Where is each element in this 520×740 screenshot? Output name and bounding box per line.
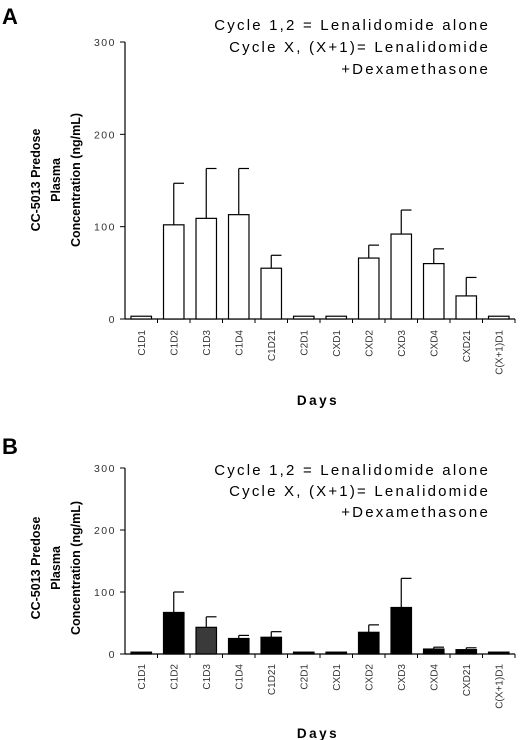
panel-b-plot-area: 0 100 200 300 C1D1 C1D2 C1D3 C1D4 C1D21 C2D1 CXD1 C… [94,463,516,709]
panel-b-y-tick-label: 0 [109,649,116,661]
panel-b-ylabel-line-1: CC-5013 Predose [29,517,43,620]
panel-b-letter: B [2,434,18,459]
panel-a-bar-c1d3 [195,217,218,320]
panel-a-category-label: CXD3 [397,330,408,357]
panel-a-bar-cx1d1 [487,315,510,320]
panel-b-y-tick-label: 100 [94,587,116,599]
panel-b-ylabel-line-2: Plasma [49,545,63,590]
panel-a-y-tick-label: 300 [94,37,116,49]
panel-a-annotation-line-2: Cycle X, (X+1)= Lenalidomide [229,39,490,56]
panel-b-annotation-line-1: Cycle 1,2 = Lenalidomide alone [214,462,490,479]
panel-b-category-label: CXD1 [332,664,343,691]
panel-b-y-tick-label: 200 [94,525,116,537]
panel-a-category-label: C1D3 [202,330,213,356]
panel-a-bar-cxd21 [455,295,478,320]
panel-a-bar-c1d21 [260,267,283,320]
panel-b-y-tick-label: 300 [94,463,116,475]
panel-b-bar-c1d4 [227,637,250,655]
panel-b-category-label: C(X+1)D1 [494,664,505,709]
panel-a-category-label: C2D1 [299,330,310,356]
panel-b-category-label: CXD21 [462,664,473,697]
panel-a-xlabel: Days [297,393,339,408]
panel-b-bar-c2d1 [292,651,315,655]
panel-b-bar-cxd3 [390,606,413,655]
panel-a-category-label: C1D2 [169,330,180,356]
panel-b-bar-c1d1 [130,651,153,655]
panel-b-category-label: CXD3 [397,664,408,691]
panel-a-annotation-line-3: +Dexamethasone [341,61,490,78]
panel-a-ylabel-line-3: Concentration (ng/mL) [69,113,83,247]
panel-b-category-label: C1D3 [202,664,213,690]
panel-a-category-label: CXD4 [429,330,440,357]
panel-b-ylabel-line-3: Concentration (ng/mL) [69,501,83,635]
panel-a-category-label: C1D1 [137,330,148,356]
panel-a-ylabel-line-2: Plasma [49,157,63,202]
panel-a-plot-area: 0 100 200 300 C1D1 C1D2 C1D3 C1D4 C1D21 C2D1 CXD1 C… [94,37,516,375]
panel-b-bar-c1d2 [162,611,185,655]
panel-a-category-label: CXD21 [462,330,473,363]
panel-b-bar-cx1d1 [487,651,510,655]
panel-a-category-label: CXD2 [364,330,375,357]
panel-a-y-tick-label: 200 [94,129,116,141]
panel-b-category-label: C1D2 [169,664,180,690]
panel-a-ylabel-line-1: CC-5013 Predose [29,129,43,232]
panel-b-category-label: C1D1 [137,664,148,690]
panel-a-category-label: C(X+1)D1 [494,330,505,375]
panel-a-y-tick-label: 100 [94,222,116,234]
panel-a: A CC-5013 Predose Plasma Concentration (… [2,4,516,408]
panel-b-annotation-line-3: +Dexamethasone [341,504,490,521]
panel-b-category-label: CXD2 [364,664,375,691]
panel-a-bar-c1d4 [227,214,250,320]
panel-a-category-label: C1D4 [234,330,245,356]
panel-a-category-label: C1D21 [267,330,278,362]
panel-b-bar-c1d3 [195,626,218,655]
panel-b-bar-cxd1 [325,651,348,655]
panel-a-bar-cxd4 [422,263,445,320]
panel-a-bar-c1d1 [130,315,153,320]
panel-a-bar-c2d1 [292,315,315,320]
panel-a-bar-cxd3 [390,233,413,320]
panel-b-bar-cxd4 [422,648,445,655]
panel-a-annotation-line-1: Cycle 1,2 = Lenalidomide alone [214,17,490,34]
panel-b-bar-cxd21 [455,649,478,655]
panel-a-bar-c1d2 [162,224,185,320]
panel-b: B CC-5013 Predose Plasma Concentration (… [2,434,516,740]
panel-a-letter: A [2,4,18,29]
panel-a-bar-cxd2 [357,257,380,320]
panel-b-category-label: C2D1 [299,664,310,690]
panel-b-category-label: CXD4 [429,664,440,691]
panel-b-category-label: C1D21 [267,664,278,696]
panel-b-annotation-line-2: Cycle X, (X+1)= Lenalidomide [229,483,490,500]
panel-a-y-tick-label: 0 [109,314,116,326]
panel-b-bar-c1d21 [260,636,283,655]
panel-a-category-label: CXD1 [332,330,343,357]
panel-b-bar-cxd2 [357,631,380,655]
panel-a-bar-cxd1 [325,315,348,320]
panel-b-xlabel: Days [297,726,339,740]
panel-b-category-label: C1D4 [234,664,245,690]
